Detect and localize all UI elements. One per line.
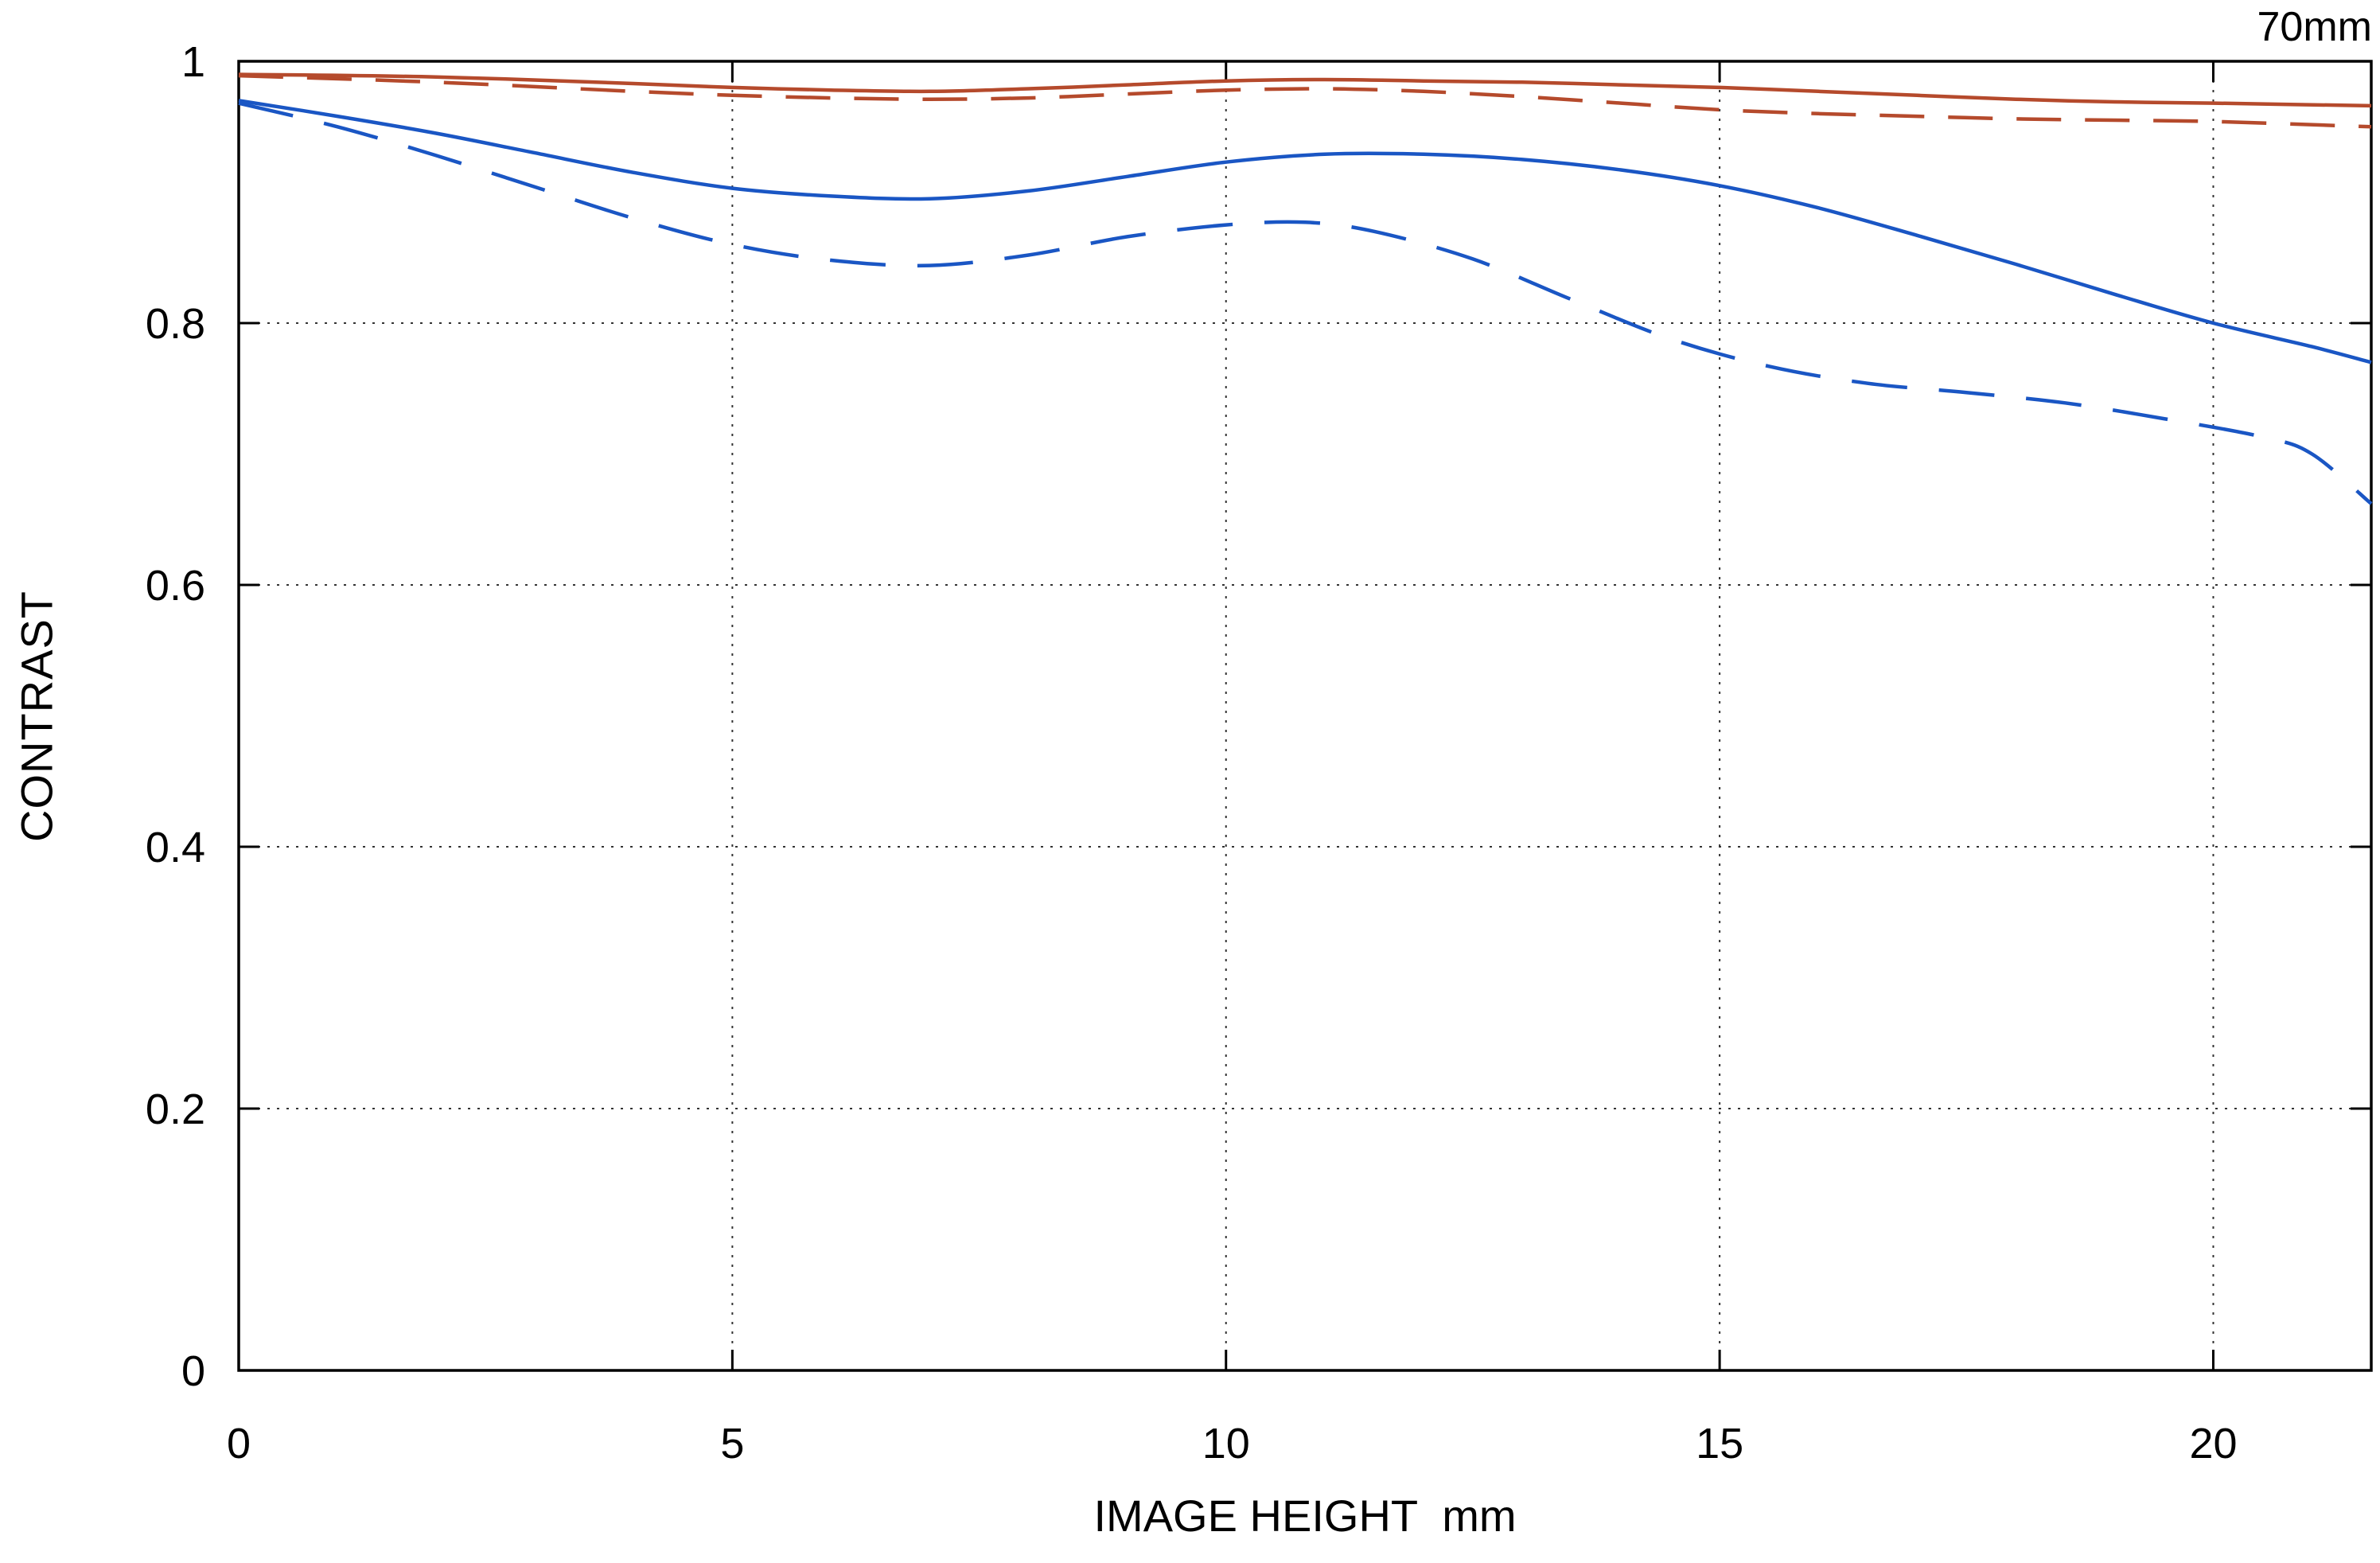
y-tick-label: 1 xyxy=(181,38,205,86)
x-tick-label: 15 xyxy=(1696,1420,1743,1468)
series-red-solid xyxy=(238,72,2372,108)
y-tick-label: 0.4 xyxy=(146,824,205,871)
plot-border xyxy=(237,60,2373,1372)
tick-marks xyxy=(237,60,2371,1372)
x-tick-label: 5 xyxy=(720,1420,744,1468)
grid xyxy=(239,61,2371,1370)
series-blue-solid xyxy=(238,99,2372,364)
x-tick-label: 0 xyxy=(227,1420,251,1468)
series-red-dashed xyxy=(238,73,2372,129)
focal-length-label: 70mm xyxy=(2257,4,2372,50)
y-tick-label: 0.2 xyxy=(146,1086,205,1133)
x-tick-label: 10 xyxy=(1202,1420,1250,1468)
x-axis-label: IMAGE HEIGHT mm xyxy=(1093,1491,1517,1541)
y-tick-label: 0.6 xyxy=(146,562,205,610)
x-tick-label: 20 xyxy=(2189,1420,2237,1468)
y-tick-label: 0.8 xyxy=(146,300,205,348)
tick-labels: 0 5 10 15 20 0 0.2 0.4 0.6 0.8 1 xyxy=(146,38,2238,1468)
y-tick-label: 0 xyxy=(181,1347,205,1395)
series-blue-dashed xyxy=(238,101,2373,505)
